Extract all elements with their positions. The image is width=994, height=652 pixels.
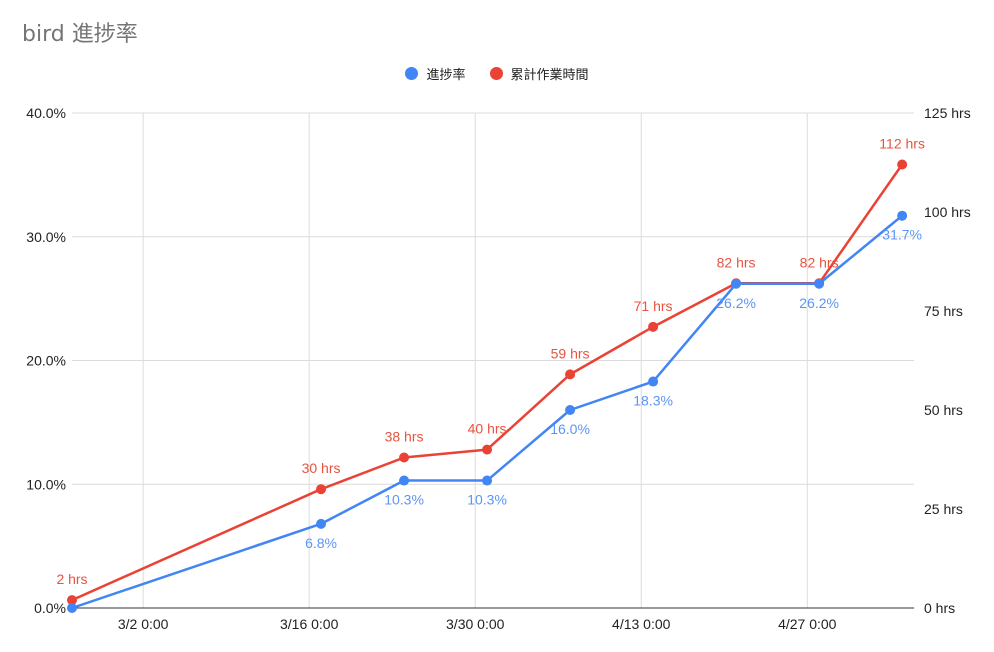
series-progress-line xyxy=(71,214,903,610)
legend: 進捗率 累計作業時間 xyxy=(0,64,994,83)
series-progress-point xyxy=(565,405,576,415)
x-tick-label: 3/2 0:00 xyxy=(118,616,169,632)
chart-title: bird 進捗率 xyxy=(22,22,138,47)
series-progress-point xyxy=(316,518,327,529)
progress-data-label: 26.2% xyxy=(716,295,756,311)
series-progress-point xyxy=(814,278,825,289)
series-hours-point xyxy=(482,444,493,455)
progress-data-label: 10.3% xyxy=(384,492,424,508)
hours-data-label: 40 hrs xyxy=(468,421,507,437)
y-left-tick-label: 20.0% xyxy=(26,353,66,369)
series-progress-point xyxy=(648,376,659,387)
progress-data-label: 26.2% xyxy=(799,295,839,311)
series-hours-point xyxy=(897,159,908,170)
legend-label-progress: 進捗率 xyxy=(426,68,466,83)
y-right-tick-label: 50 hrs xyxy=(924,402,963,418)
y-right-tick-label: 100 hrs xyxy=(924,204,971,220)
legend-dot-hours xyxy=(489,67,503,80)
legend-item-progress[interactable]: 進捗率 xyxy=(405,64,466,83)
hours-data-label: 82 hrs xyxy=(717,254,756,270)
series-hours-line xyxy=(71,163,904,602)
y-left-tick-label: 0.0% xyxy=(34,600,66,616)
hours-data-label: 2 hrs xyxy=(56,571,87,587)
y-left-tick-label: 40.0% xyxy=(26,105,66,121)
y-left-tick-label: 30.0% xyxy=(26,229,66,245)
x-tick-label: 4/13 0:00 xyxy=(612,616,671,632)
y-right-tick-label: 125 hrs xyxy=(924,105,971,121)
legend-item-hours[interactable]: 累計作業時間 xyxy=(489,64,589,83)
series-progress-point xyxy=(731,278,742,289)
progress-data-label: 16.0% xyxy=(550,421,590,437)
x-tick-label: 3/30 0:00 xyxy=(446,616,505,632)
hours-data-label: 112 hrs xyxy=(879,135,925,151)
hours-data-label: 38 hrs xyxy=(385,429,424,445)
series-progress-point xyxy=(897,210,908,221)
hours-data-label: 71 hrs xyxy=(634,298,673,314)
series-progress-point xyxy=(399,475,410,486)
progress-data-label: 31.7% xyxy=(882,227,922,243)
series-progress-point xyxy=(482,475,493,486)
series-hours-point xyxy=(565,369,576,380)
progress-data-label: 18.3% xyxy=(633,393,673,409)
series-progress-point xyxy=(67,603,77,613)
series-hours-point xyxy=(648,321,659,332)
hours-data-label: 82 hrs xyxy=(800,254,839,270)
progress-data-label: 10.3% xyxy=(467,492,507,508)
y-left-tick-label: 10.0% xyxy=(26,476,66,492)
x-tick-label: 4/27 0:00 xyxy=(778,616,837,632)
y-right-tick-label: 0 hrs xyxy=(924,600,955,616)
series-hours-point xyxy=(67,595,77,606)
progress-data-label: 6.8% xyxy=(305,535,337,551)
legend-label-hours: 累計作業時間 xyxy=(510,68,589,83)
series-hours-point xyxy=(316,484,327,495)
hours-data-label: 59 hrs xyxy=(551,345,590,361)
y-right-tick-label: 75 hrs xyxy=(924,303,963,319)
hours-data-label: 30 hrs xyxy=(302,460,341,476)
series-hours-point xyxy=(399,452,410,463)
legend-dot-progress xyxy=(405,67,419,80)
x-tick-label: 3/16 0:00 xyxy=(280,616,339,632)
y-right-tick-label: 25 hrs xyxy=(924,501,963,517)
